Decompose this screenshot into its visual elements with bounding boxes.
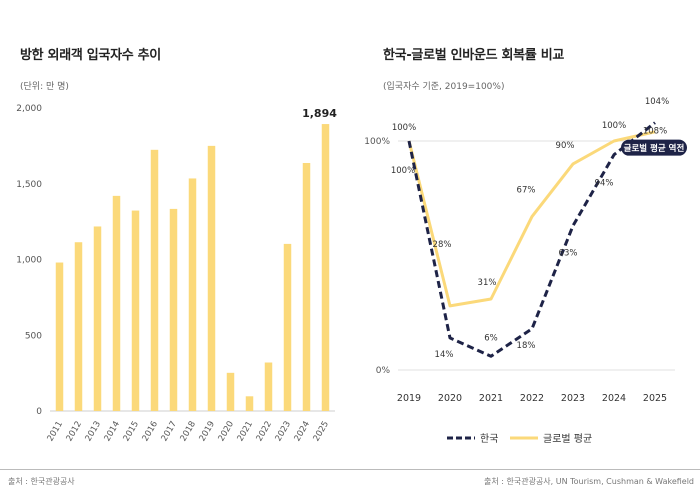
left-unit-label: (단위: 만 명) <box>20 82 69 92</box>
bar-y-tick-label-0: 0 <box>36 407 42 417</box>
line-x-tick-label-2019: 2019 <box>397 393 421 404</box>
footer-divider <box>0 469 700 470</box>
korea-value-label-2024: 94% <box>595 179 614 189</box>
bar-y-tick-label-2-000: 2,000 <box>16 104 42 114</box>
bar-2014 <box>112 195 121 411</box>
bar-x-tick-label-2017: 2017 <box>160 420 179 444</box>
bar-2012 <box>74 242 83 411</box>
series-line-global <box>407 130 656 308</box>
bar-x-tick-label-2015: 2015 <box>122 420 141 444</box>
right-unit-label: (입국자수 기준, 2019=100%) <box>383 82 505 92</box>
bar-value-label-2025: 1,894 <box>302 107 337 120</box>
line-x-tick-label-2021: 2021 <box>479 393 503 404</box>
bar-x-tick-label-2016: 2016 <box>141 420 160 444</box>
series-line-korea <box>407 121 656 358</box>
korea-value-label-2025: 108% <box>643 127 667 137</box>
bar-x-tick-label-2011: 2011 <box>46 420 65 444</box>
right-chart-title: 한국-글로벌 인바운드 회복률 비교 <box>383 48 565 63</box>
bar-y-tick-label-1-000: 1,000 <box>16 256 42 266</box>
korea-value-label-2019: 100% <box>391 166 415 176</box>
bar-x-tick-label-2024: 2024 <box>293 420 312 444</box>
bar-x-tick-label-2020: 2020 <box>217 420 236 444</box>
bar-x-tick-label-2022: 2022 <box>255 420 274 444</box>
bar-y-tick-label-500: 500 <box>25 331 42 341</box>
global-value-label-2020: 28% <box>433 240 452 250</box>
line-y-tick-label-0: 0% <box>376 366 391 376</box>
crossover-badge-label: 글로벌 평균 역전 <box>624 143 685 154</box>
source-right: 출처 : 한국관광공사, UN Tourism, Cushman & Wakef… <box>484 477 694 486</box>
line-x-tick-label-2023: 2023 <box>561 393 585 404</box>
bar-x-tick-label-2012: 2012 <box>65 420 84 444</box>
line-x-tick-label-2024: 2024 <box>602 393 626 404</box>
korea-value-label-2023: 63% <box>559 249 578 259</box>
bar-y-tick-label-1-500: 1,500 <box>16 180 42 190</box>
bar-2023 <box>283 243 292 411</box>
korea-value-label-2020: 14% <box>435 350 454 360</box>
left-chart-title: 방한 외래객 입국자수 추이 <box>20 48 161 63</box>
bar-x-tick-label-2014: 2014 <box>103 420 122 444</box>
global-value-label-2024: 100% <box>602 121 626 131</box>
crossover-badge: 글로벌 평균 역전 <box>621 139 687 156</box>
bar-x-tick-label-2025: 2025 <box>312 420 331 444</box>
legend-label-global: 글로벌 평균 <box>543 433 592 445</box>
bar-2017 <box>169 208 178 411</box>
bar-x-tick-label-2021: 2021 <box>236 420 255 444</box>
korea-value-label-2021: 6% <box>484 333 498 343</box>
global-value-label-2019: 100% <box>392 123 416 133</box>
bar-2019 <box>207 145 216 411</box>
line-x-tick-label-2025: 2025 <box>643 393 667 404</box>
bar-2020 <box>226 372 235 411</box>
line-x-tick-label-2022: 2022 <box>520 393 544 404</box>
bar-2025 <box>321 124 330 412</box>
bar-2016 <box>150 149 159 411</box>
global-value-label-2023: 90% <box>556 141 575 151</box>
bar-2015 <box>131 210 140 411</box>
line-chart: 0% 100% 2019 2020 2021 2022 2023 2024 2025 100% 14… <box>364 97 687 445</box>
bar-2024 <box>302 162 311 411</box>
bar-2013 <box>93 226 102 411</box>
legend-label-korea: 한국 <box>480 433 498 445</box>
legend: 한국 글로벌 평균 <box>447 433 592 445</box>
bar-2021 <box>245 396 254 411</box>
crossover-badge-pill <box>621 139 687 156</box>
line-y-tick-label-100: 100% <box>364 137 390 147</box>
bar-x-tick-label-2019: 2019 <box>198 420 217 444</box>
bar-x-tick-label-2013: 2013 <box>84 420 103 444</box>
global-value-label-2021: 31% <box>478 278 497 288</box>
bar-x-tick-label-2018: 2018 <box>179 420 198 444</box>
source-left: 출처 : 한국관광공사 <box>8 477 75 486</box>
global-value-label-2022: 67% <box>517 186 536 196</box>
line-x-tick-label-2020: 2020 <box>438 393 462 404</box>
bar-2022 <box>264 362 273 411</box>
global-value-label-2025: 104% <box>645 97 669 107</box>
bar-x-tick-label-2023: 2023 <box>274 420 293 444</box>
bar-2018 <box>188 178 197 411</box>
korea-value-label-2022: 18% <box>517 341 536 351</box>
bar-2011 <box>55 262 64 411</box>
